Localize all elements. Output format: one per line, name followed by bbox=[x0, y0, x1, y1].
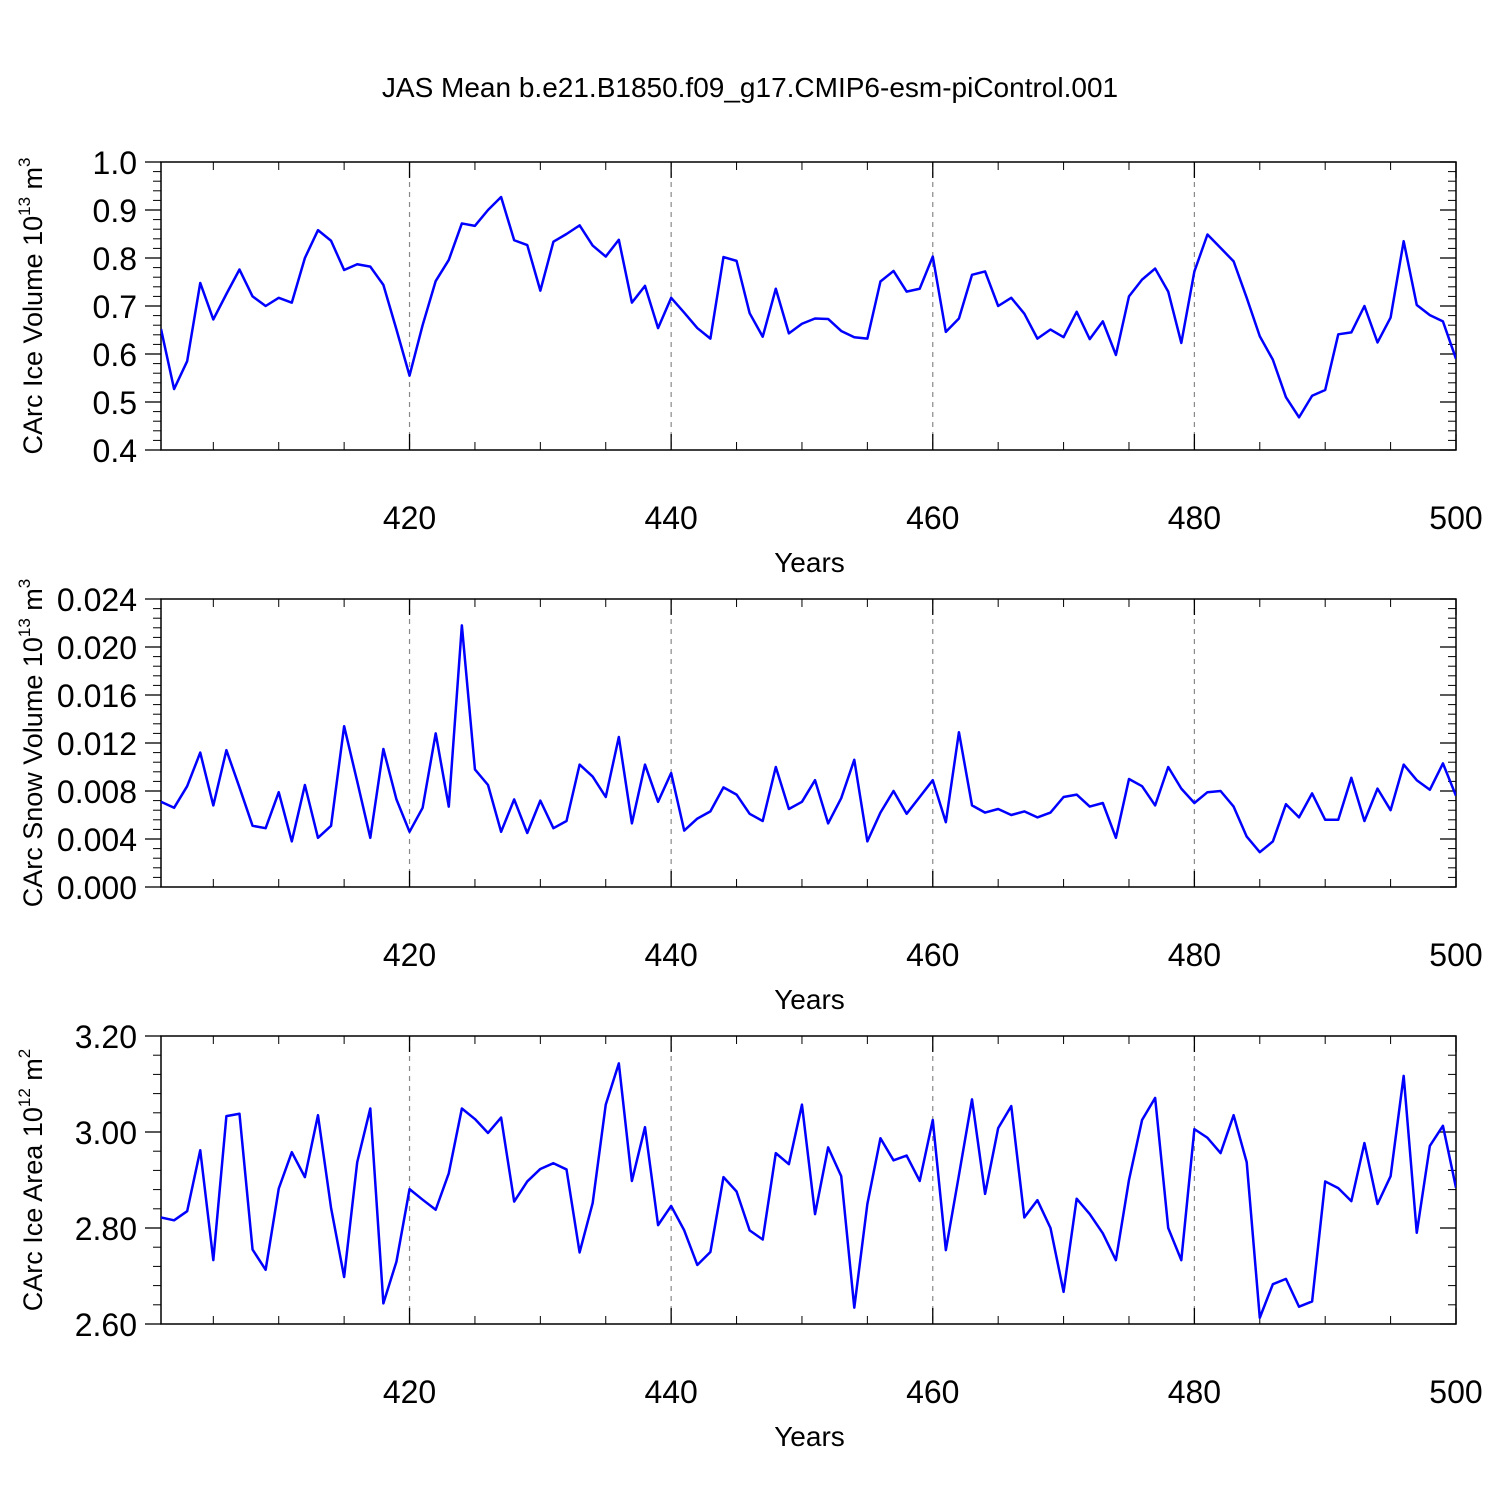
figure-title: JAS Mean b.e21.B1850.f09_g17.CMIP6-esm-p… bbox=[382, 72, 1118, 103]
y-axis-label: CArc Snow Volume 1013 m3 bbox=[15, 579, 48, 908]
x-tick-label: 420 bbox=[383, 1374, 436, 1410]
y-tick-label: 0.020 bbox=[57, 630, 137, 666]
x-tick-label: 440 bbox=[644, 937, 697, 973]
series-line bbox=[161, 195, 1456, 419]
y-tick-label: 0.000 bbox=[57, 870, 137, 906]
plot-frame bbox=[160, 598, 1457, 888]
y-axis-label: CArc Ice Area 1012 m2 bbox=[15, 1049, 48, 1312]
x-tick-label: 480 bbox=[1168, 937, 1221, 973]
y-label-main: CArc Ice Area 10 bbox=[18, 1107, 48, 1311]
y-tick-label: 0.016 bbox=[57, 678, 137, 714]
y-tick-label: 2.80 bbox=[75, 1211, 137, 1247]
y-tick-label: 3.00 bbox=[75, 1115, 137, 1151]
y-label-main: CArc Snow Volume 10 bbox=[18, 637, 48, 907]
y-label-unit: m bbox=[18, 167, 48, 197]
x-tick-label: 420 bbox=[383, 500, 436, 536]
x-tick-label: 460 bbox=[906, 1374, 959, 1410]
y-tick-label: 0.7 bbox=[93, 289, 137, 325]
y-label-exponent: 12 bbox=[15, 1088, 34, 1107]
plot-frame bbox=[160, 1035, 1457, 1325]
x-tick-label: 500 bbox=[1429, 500, 1482, 536]
plot-frame bbox=[160, 161, 1457, 451]
x-tick-label: 500 bbox=[1429, 1374, 1482, 1410]
panel-2: 420 440 460 480 500 0.000 0.004 0.008 0.012 0.016… bbox=[15, 579, 1483, 1015]
x-axis-label: Years bbox=[774, 1421, 845, 1452]
y-tick-label: 0.4 bbox=[93, 433, 137, 469]
x-axis-label: Years bbox=[774, 547, 845, 578]
y-tick-label: 1.0 bbox=[93, 145, 137, 181]
panel-1: 420 440 460 480 500 0.4 0.5 0.6 0.7 0.8 0.9 1.0 Year… bbox=[15, 145, 1483, 578]
y-tick-label: 0.9 bbox=[93, 193, 137, 229]
y-tick-label: 0.5 bbox=[93, 385, 137, 421]
series-line bbox=[161, 624, 1456, 854]
x-tick-label: 440 bbox=[644, 1374, 697, 1410]
y-tick-label: 0.8 bbox=[93, 241, 137, 277]
y-label-unit-exponent: 3 bbox=[15, 157, 34, 166]
y-tick-label: 0.6 bbox=[93, 337, 137, 373]
y-label-unit: m bbox=[18, 588, 48, 618]
x-axis-label: Years bbox=[774, 984, 845, 1015]
x-tick-label: 460 bbox=[906, 500, 959, 536]
y-label-exponent: 13 bbox=[15, 618, 34, 637]
y-tick-label: 2.60 bbox=[75, 1307, 137, 1343]
x-tick-label: 480 bbox=[1168, 1374, 1221, 1410]
y-tick-label: 0.024 bbox=[57, 582, 137, 618]
panel-3: 420 440 460 480 500 2.60 2.80 3.00 3.20 Years CArc… bbox=[15, 1019, 1483, 1452]
x-tick-label: 500 bbox=[1429, 937, 1482, 973]
y-tick-label: 3.20 bbox=[75, 1019, 137, 1055]
x-tick-label: 440 bbox=[644, 500, 697, 536]
x-tick-label: 460 bbox=[906, 937, 959, 973]
panels: 420 440 460 480 500 0.4 0.5 0.6 0.7 0.8 0.9 1.0 Year… bbox=[15, 145, 1483, 1452]
y-label-unit-exponent: 2 bbox=[15, 1049, 34, 1058]
y-label-unit-exponent: 3 bbox=[15, 579, 34, 588]
x-tick-label: 480 bbox=[1168, 500, 1221, 536]
series-line bbox=[161, 1062, 1456, 1320]
y-tick-label: 0.008 bbox=[57, 774, 137, 810]
y-label-unit: m bbox=[18, 1058, 48, 1088]
y-tick-label: 0.004 bbox=[57, 822, 137, 858]
y-axis-label: CArc Ice Volume 1013 m3 bbox=[15, 157, 48, 454]
y-tick-label: 0.012 bbox=[57, 726, 137, 762]
y-label-exponent: 13 bbox=[15, 197, 34, 216]
y-label-main: CArc Ice Volume 10 bbox=[18, 216, 48, 455]
x-tick-label: 420 bbox=[383, 937, 436, 973]
